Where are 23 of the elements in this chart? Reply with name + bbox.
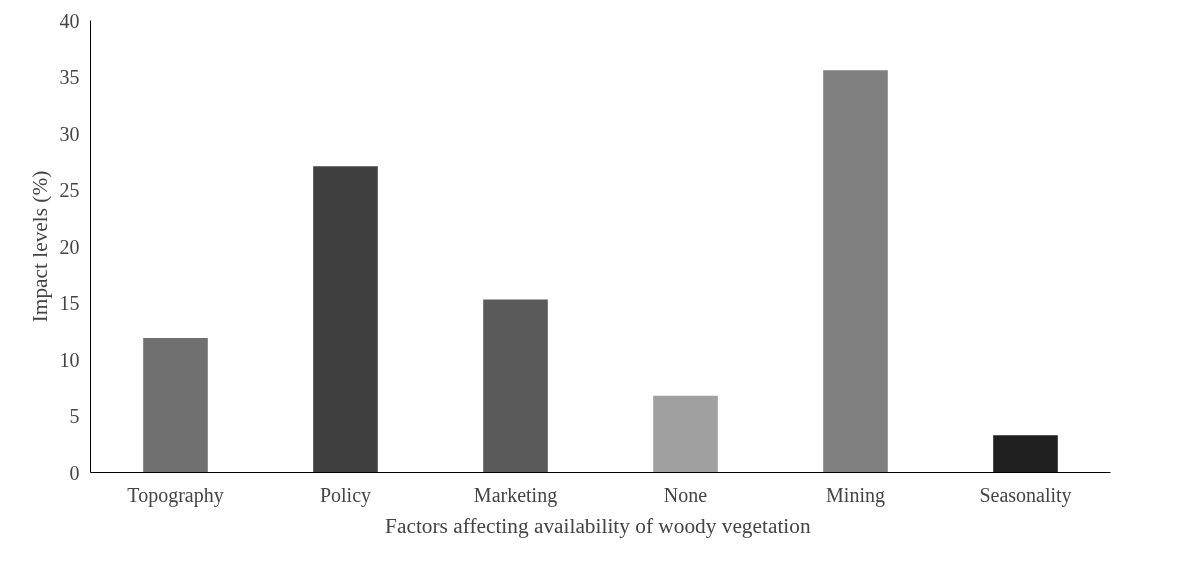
- y-tick-label: 5: [69, 405, 80, 427]
- y-tick-label: 35: [59, 66, 80, 88]
- y-tick-label: 10: [59, 348, 80, 371]
- y-tick-label: 40: [59, 9, 80, 32]
- x-tick-label: Mining: [826, 483, 885, 507]
- x-tick-label: None: [663, 483, 708, 506]
- y-tick-label: 15: [59, 292, 80, 314]
- y-tick-label: 0: [69, 461, 80, 484]
- bar: [313, 166, 378, 473]
- x-tick-label: Topography: [127, 483, 224, 507]
- x-tick-label: Marketing: [473, 483, 558, 507]
- y-tick-label: 30: [59, 122, 80, 145]
- x-tick-label: Policy: [319, 483, 372, 507]
- y-tick-label: 25: [59, 179, 80, 201]
- bar: [823, 70, 888, 473]
- x-tick-label: Seasonality: [979, 483, 1072, 507]
- bar: [653, 395, 718, 473]
- bar: [143, 338, 208, 473]
- bar: [483, 299, 548, 473]
- x-axis-title: Factors affecting availability of woody vegetation: [385, 513, 811, 538]
- y-axis-title: Impact levels (%): [27, 170, 52, 323]
- y-tick-label: 20: [59, 235, 80, 258]
- bar: [993, 435, 1058, 473]
